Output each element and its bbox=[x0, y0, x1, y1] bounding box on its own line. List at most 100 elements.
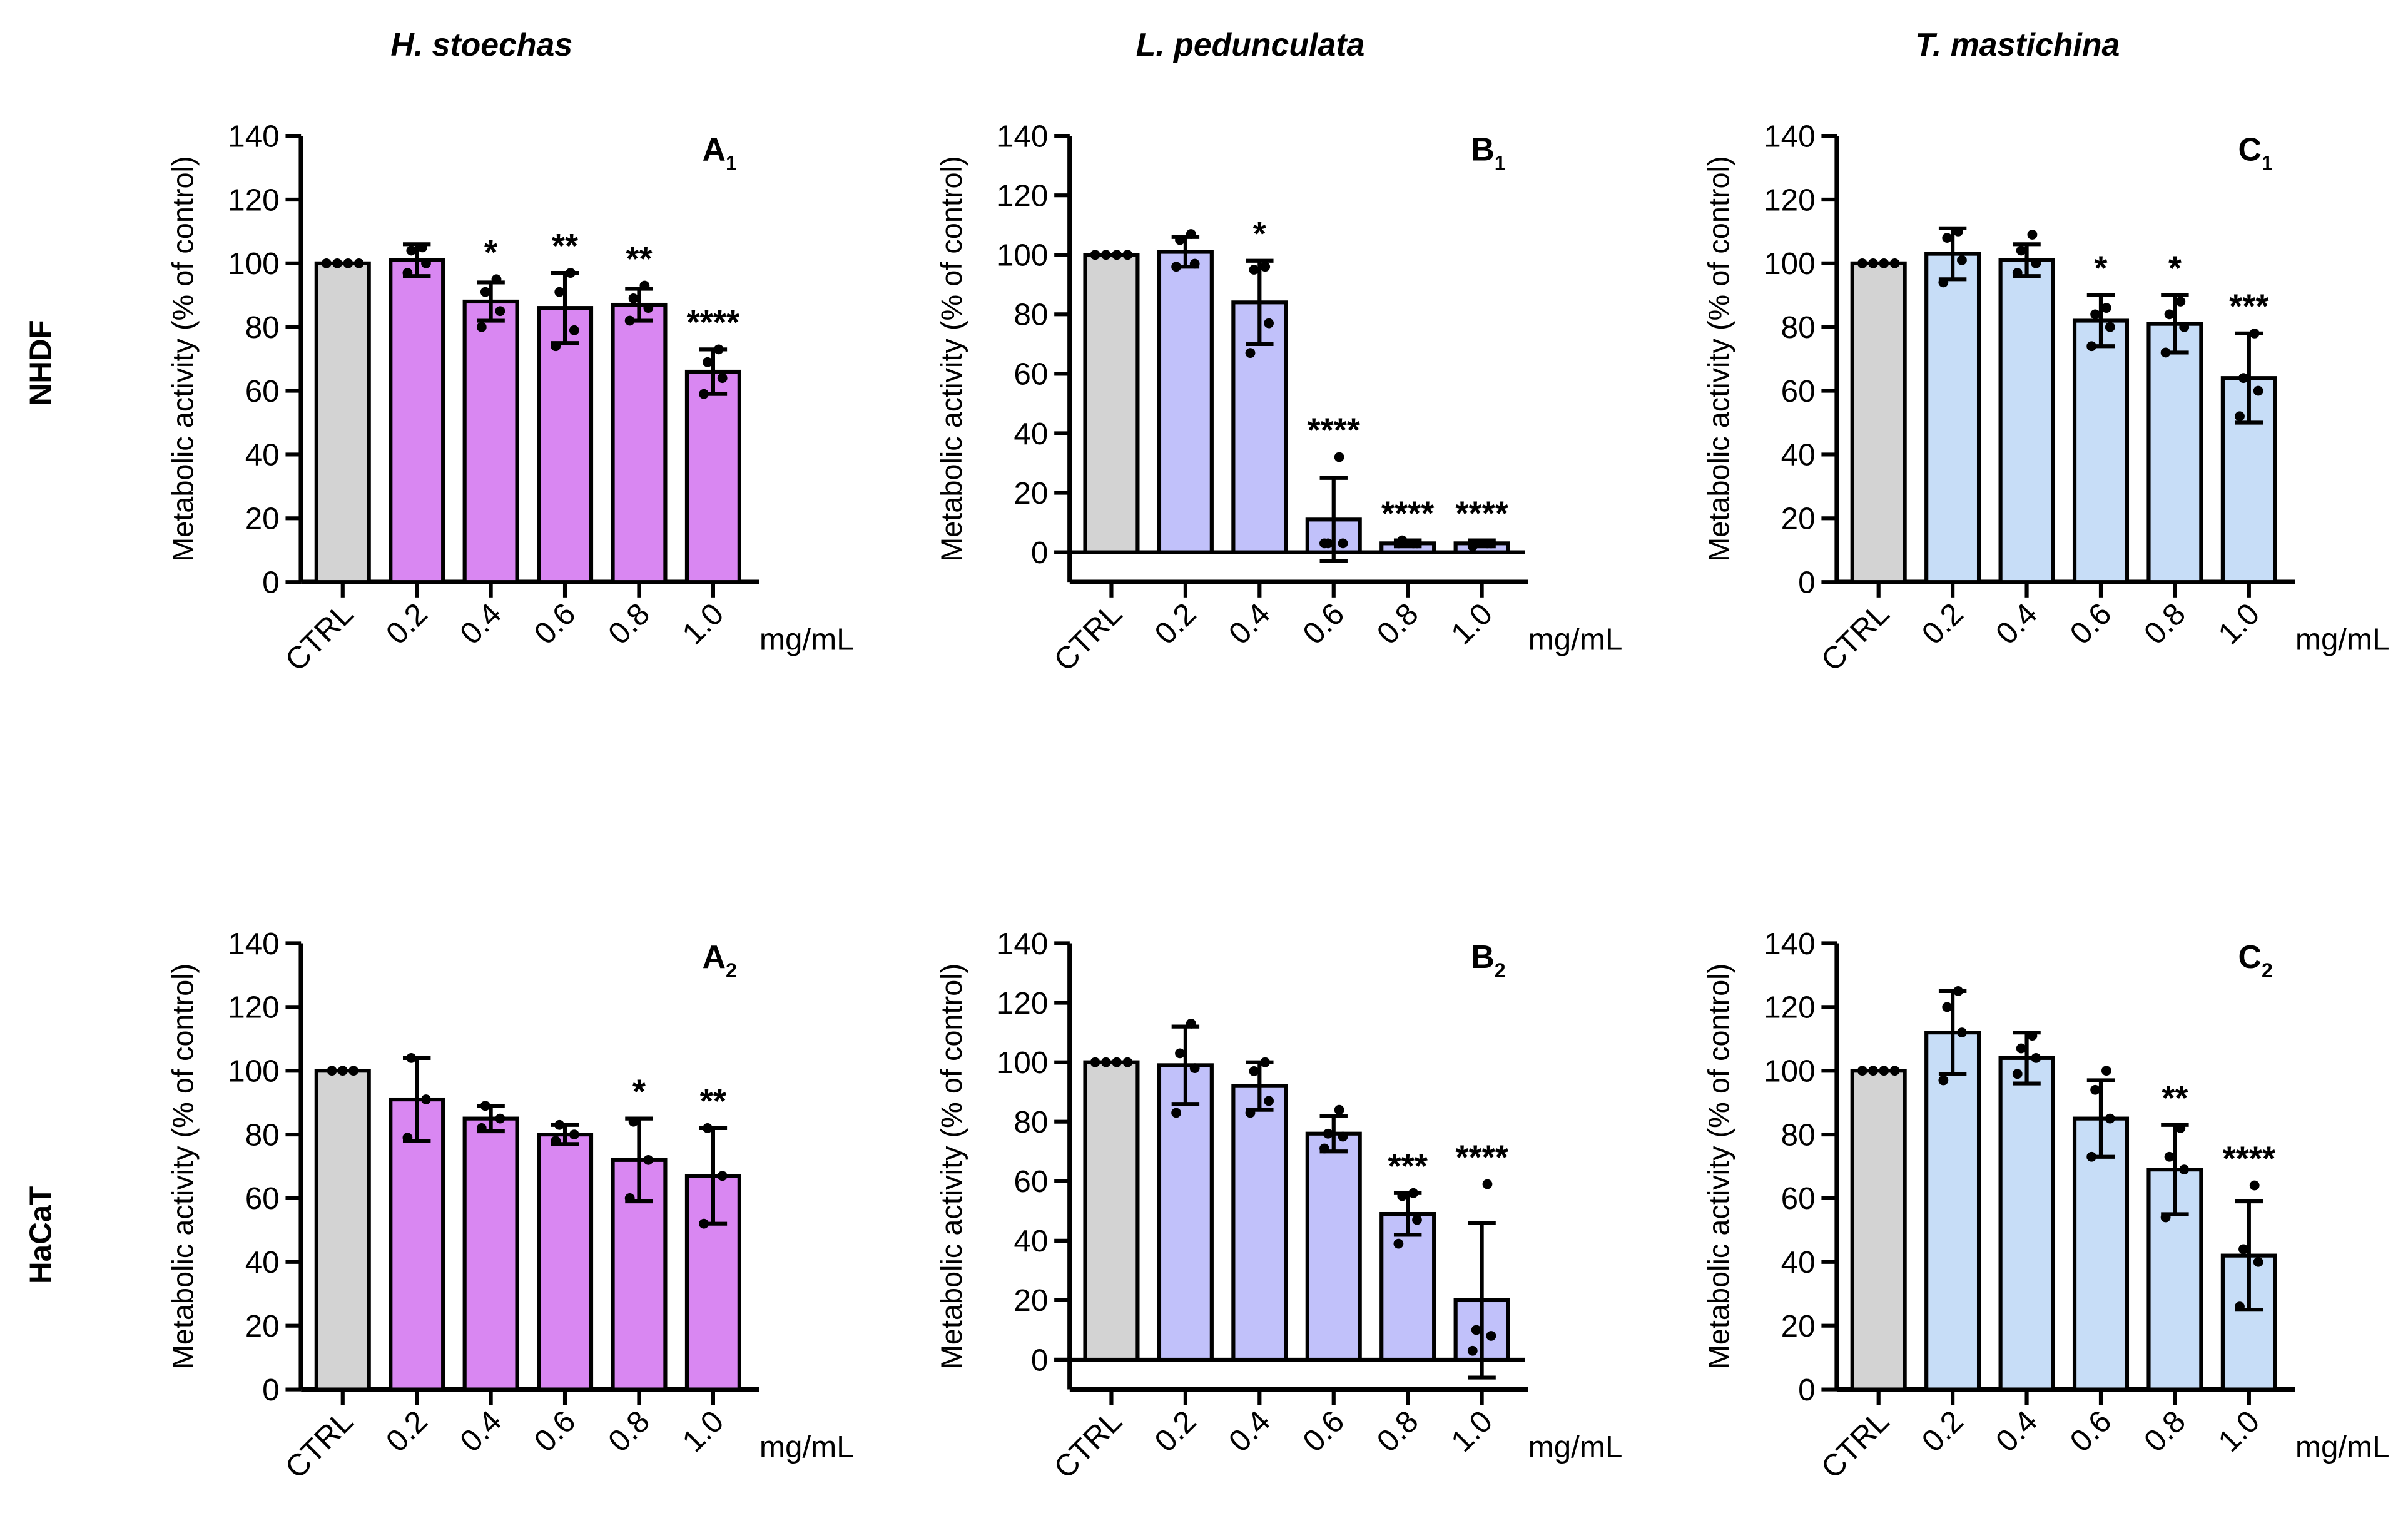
significance-marker: * bbox=[2168, 249, 2182, 287]
data-point bbox=[2027, 230, 2038, 240]
data-point bbox=[1957, 1027, 1967, 1038]
bar-0.4 bbox=[1998, 1056, 2055, 1392]
data-point bbox=[1171, 1108, 1181, 1118]
x-tick-label: CTRL bbox=[1814, 596, 1896, 678]
y-tick-label: 40 bbox=[1781, 438, 1816, 472]
bar-0.2 bbox=[1924, 1031, 1981, 1392]
data-point bbox=[402, 1133, 413, 1143]
data-point bbox=[2253, 1256, 2263, 1267]
y-tick-label: 20 bbox=[1013, 476, 1048, 511]
data-point bbox=[343, 258, 353, 268]
data-point bbox=[628, 293, 639, 303]
data-point bbox=[1412, 1215, 1422, 1225]
x-tick-label: 1.0 bbox=[2212, 596, 2266, 651]
data-point bbox=[402, 268, 413, 278]
data-point bbox=[1338, 538, 1348, 549]
data-point bbox=[1334, 452, 1344, 462]
y-tick-label: 80 bbox=[1013, 298, 1048, 332]
bar-0.2 bbox=[1157, 250, 1214, 554]
y-tick-label: 60 bbox=[1781, 374, 1816, 409]
y-tick-label: 40 bbox=[245, 438, 280, 472]
y-tick-label: 100 bbox=[997, 1046, 1048, 1080]
panel-label: B1 bbox=[1471, 131, 1505, 175]
data-point bbox=[643, 303, 654, 313]
data-point bbox=[2016, 245, 2026, 256]
data-point bbox=[2175, 1123, 2186, 1133]
x-tick-label: 0.2 bbox=[379, 1404, 434, 1459]
x-tick-label: CTRL bbox=[1047, 1404, 1129, 1485]
bar-0.8 bbox=[611, 302, 668, 584]
significance-marker: ** bbox=[626, 240, 653, 278]
data-point bbox=[1186, 229, 1196, 239]
y-tick-label: 120 bbox=[997, 178, 1048, 213]
data-point bbox=[1249, 265, 1259, 275]
data-point bbox=[2235, 1301, 2245, 1312]
significance-marker: *** bbox=[1388, 1147, 1428, 1185]
y-tick-label: 0 bbox=[1798, 1373, 1815, 1407]
bar-0.4 bbox=[1998, 258, 2055, 584]
data-point bbox=[1189, 258, 1200, 269]
x-unit-label: mg/mL bbox=[2295, 623, 2390, 657]
y-tick-label: 120 bbox=[1764, 183, 1815, 217]
data-point bbox=[1486, 1331, 1496, 1341]
bar-CTRL bbox=[1850, 261, 1907, 584]
y-tick-label: 0 bbox=[1031, 1343, 1048, 1377]
data-point bbox=[1334, 1104, 1344, 1115]
x-tick-label: 0.8 bbox=[602, 1404, 656, 1459]
data-point bbox=[1408, 1188, 1418, 1198]
y-tick-label: 140 bbox=[228, 927, 279, 961]
data-point bbox=[1879, 1066, 1889, 1076]
bar-CTRL bbox=[1850, 1069, 1907, 1392]
data-point bbox=[1189, 1063, 1200, 1074]
data-point bbox=[2238, 373, 2248, 384]
y-tick-label: 20 bbox=[1781, 502, 1816, 536]
bar-0.6 bbox=[537, 306, 594, 584]
data-point bbox=[717, 1171, 728, 1181]
y-tick-label: 120 bbox=[1764, 991, 1815, 1025]
x-unit-label: mg/mL bbox=[1528, 623, 1623, 657]
data-point bbox=[1857, 1066, 1867, 1076]
row-label-hacat: HaCaT bbox=[23, 1186, 58, 1284]
data-point bbox=[2175, 297, 2186, 307]
x-unit-label: mg/mL bbox=[2295, 1430, 2390, 1464]
bar-0.2 bbox=[389, 1097, 445, 1392]
x-tick-label: 0.4 bbox=[1989, 596, 2044, 651]
x-tick-label: 0.2 bbox=[1148, 596, 1202, 651]
data-point bbox=[703, 1123, 713, 1133]
x-tick-label: CTRL bbox=[278, 596, 360, 678]
x-tick-label: 1.0 bbox=[676, 596, 730, 651]
data-point bbox=[2249, 1180, 2260, 1191]
panel-C1: T. mastichina C1 Metabolic activity (% of … bbox=[1702, 26, 2389, 678]
data-point bbox=[2160, 347, 2171, 358]
significance-marker: **** bbox=[1455, 1138, 1508, 1176]
data-point bbox=[1112, 250, 1122, 260]
bar-0.6 bbox=[2072, 1116, 2130, 1392]
y-tick-label: 0 bbox=[262, 565, 279, 599]
bar-0.6 bbox=[537, 1133, 594, 1392]
data-point bbox=[2105, 322, 2115, 332]
data-point bbox=[1245, 348, 1256, 359]
data-point bbox=[1953, 227, 1963, 237]
x-tick-label: CTRL bbox=[1047, 596, 1129, 678]
data-point bbox=[1260, 1057, 1271, 1067]
data-point bbox=[717, 373, 728, 384]
data-point bbox=[480, 287, 490, 297]
bar-0.4 bbox=[462, 299, 519, 584]
y-axis-label: Metabolic activity (% of control) bbox=[166, 964, 199, 1369]
data-point bbox=[491, 274, 502, 285]
data-point bbox=[1319, 1143, 1329, 1154]
data-point bbox=[1323, 538, 1333, 549]
x-tick-label: 0.4 bbox=[454, 596, 508, 651]
data-point bbox=[1938, 277, 1949, 288]
data-point bbox=[1942, 1002, 1953, 1012]
data-point bbox=[699, 389, 709, 399]
y-tick-label: 100 bbox=[228, 1054, 279, 1088]
data-point bbox=[643, 1154, 654, 1165]
data-point bbox=[476, 1123, 487, 1133]
x-tick-label: 0.2 bbox=[379, 596, 434, 651]
bar-0.8 bbox=[611, 1158, 668, 1392]
x-tick-label: 0.6 bbox=[527, 596, 582, 651]
data-point bbox=[639, 280, 650, 291]
x-tick-label: 1.0 bbox=[1445, 596, 1499, 651]
panel-label: A2 bbox=[703, 939, 737, 982]
